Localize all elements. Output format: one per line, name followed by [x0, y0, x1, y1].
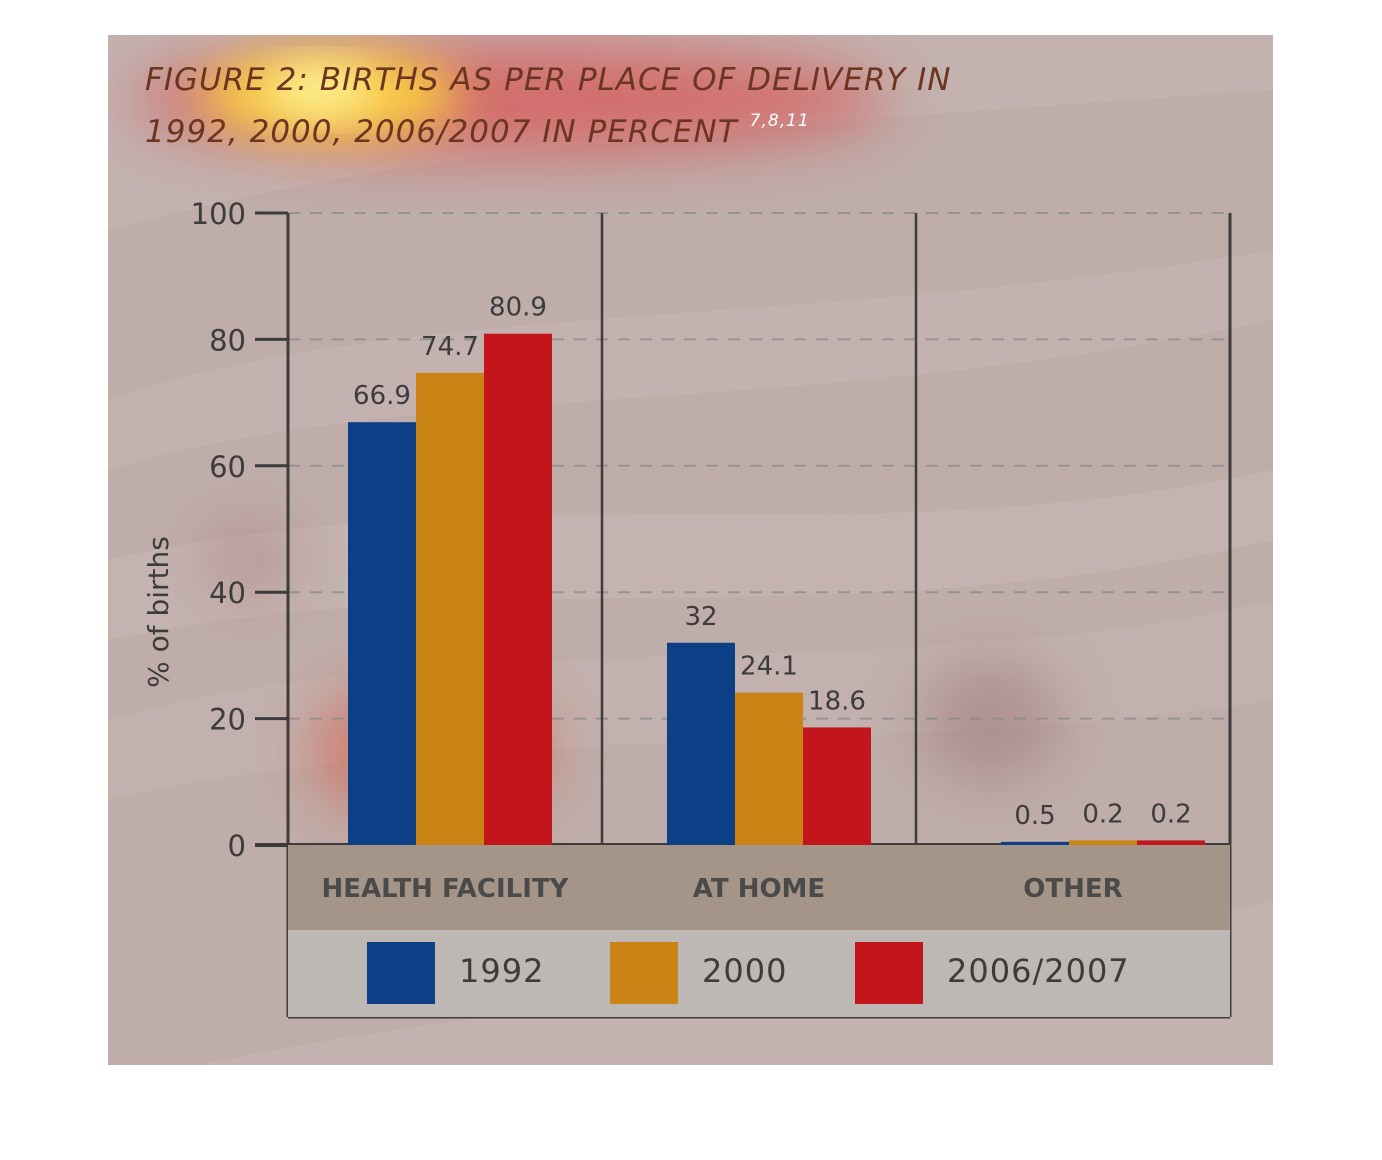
y-axis-ticks: 0 20 40 60 80 100: [191, 197, 288, 863]
bar: [735, 692, 803, 845]
chart-title-line2: 1992, 2000, 2006/2007 IN PERCENT 7,8,11: [145, 111, 810, 150]
bars: 66.9 74.7 80.9 32 24.1 18.6 0.5 0.2 0.2: [348, 293, 1205, 845]
bar: [1069, 840, 1137, 845]
legend: 1992 2000 2006/2007: [288, 930, 1230, 1017]
y-axis-label: % of births: [142, 536, 175, 688]
bar: [416, 372, 484, 845]
bar: [1137, 840, 1205, 845]
legend-label: 1992: [459, 952, 544, 990]
y-tick-label: 100: [191, 197, 246, 231]
y-tick-label: 80: [209, 323, 246, 357]
y-tick-label: 60: [209, 450, 246, 484]
category-band-background: [288, 845, 1230, 930]
category-label: HEALTH FACILITY: [322, 874, 570, 904]
bar-value-label: 80.9: [489, 293, 547, 323]
chart-title-superscript: 7,8,11: [750, 111, 810, 131]
legend-swatch: [367, 942, 435, 1004]
chart-title: FIGURE 2: BIRTHS AS PER PLACE OF DELIVER…: [145, 62, 952, 150]
bar-value-label: 24.1: [740, 652, 798, 682]
category-label: AT HOME: [693, 874, 825, 904]
bar-value-label: 32: [684, 602, 717, 632]
legend-swatch: [610, 942, 678, 1004]
chart-title-line1: FIGURE 2: BIRTHS AS PER PLACE OF DELIVER…: [145, 62, 952, 98]
bar: [1001, 841, 1069, 845]
category-band: HEALTH FACILITY AT HOME OTHER: [288, 845, 1230, 930]
chart-title-line2-text: 1992, 2000, 2006/2007 IN PERCENT: [145, 114, 739, 150]
y-tick-label: 40: [209, 576, 246, 610]
legend-label: 2006/2007: [947, 952, 1130, 990]
bar-value-label: 18.6: [808, 686, 866, 716]
legend-swatch: [855, 942, 923, 1004]
bar: [348, 422, 416, 845]
bar: [667, 642, 735, 845]
bar: [803, 727, 871, 845]
bar-value-label: 0.2: [1082, 799, 1123, 829]
legend-background: [288, 930, 1230, 1017]
bar: [484, 333, 552, 845]
category-label: OTHER: [1023, 874, 1122, 904]
bar-value-label: 0.2: [1150, 799, 1191, 829]
legend-label: 2000: [702, 952, 787, 990]
bar-value-label: 74.7: [421, 332, 479, 362]
y-tick-label: 20: [209, 703, 246, 737]
y-tick-label: 0: [228, 829, 246, 863]
bar-value-label: 66.9: [353, 381, 411, 411]
bar-value-label: 0.5: [1014, 801, 1055, 831]
